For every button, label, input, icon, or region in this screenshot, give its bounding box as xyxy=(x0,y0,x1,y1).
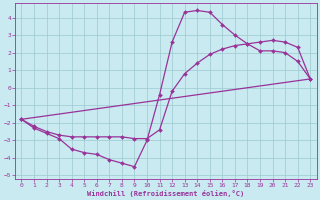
X-axis label: Windchill (Refroidissement éolien,°C): Windchill (Refroidissement éolien,°C) xyxy=(87,190,244,197)
